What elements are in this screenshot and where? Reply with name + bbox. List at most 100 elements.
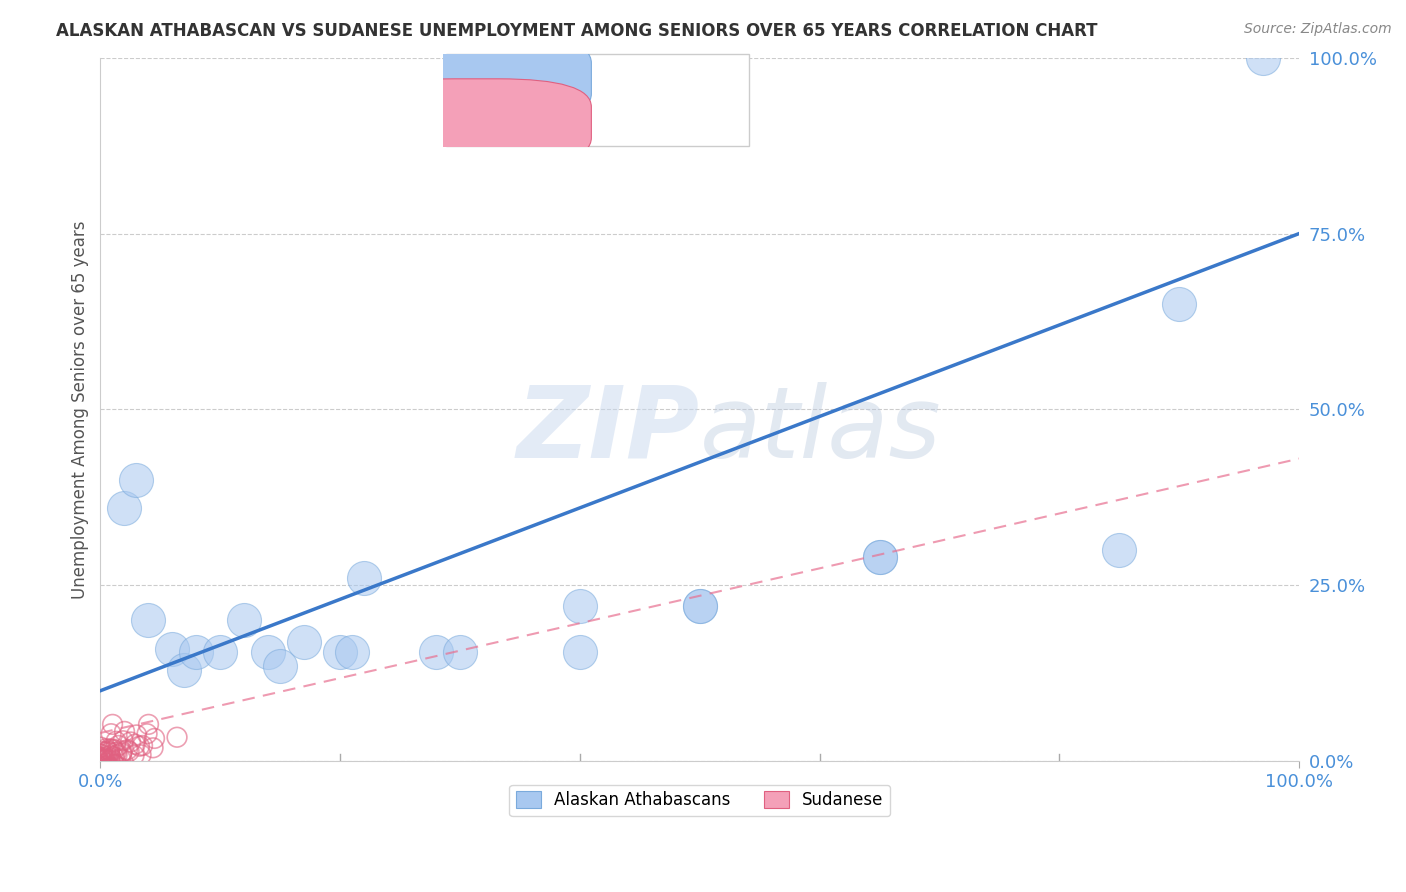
Point — [97, 762, 120, 776]
Text: R =  0.198   N = 52: R = 0.198 N = 52 — [510, 112, 688, 130]
Text: R =  0.784   N = 25: R = 0.784 N = 25 — [510, 70, 688, 87]
Point — [103, 749, 125, 764]
Point — [90, 747, 112, 762]
Point — [70, 746, 93, 760]
Point — [353, 571, 375, 585]
Point — [101, 717, 124, 731]
Point — [89, 747, 111, 761]
Point — [104, 757, 127, 772]
Point — [114, 724, 136, 739]
Point — [118, 744, 141, 758]
Point — [568, 645, 591, 659]
Point — [103, 743, 125, 757]
Point — [83, 749, 105, 764]
Point — [97, 761, 120, 775]
FancyBboxPatch shape — [363, 35, 592, 122]
Point — [107, 739, 129, 753]
Text: Source: ZipAtlas.com: Source: ZipAtlas.com — [1244, 22, 1392, 37]
Point — [186, 645, 208, 659]
Legend: Alaskan Athabascans, Sudanese: Alaskan Athabascans, Sudanese — [509, 785, 890, 816]
Point — [1251, 51, 1274, 65]
Point — [84, 748, 107, 763]
Point — [110, 752, 132, 766]
Point — [79, 754, 101, 768]
Point — [96, 756, 118, 771]
Point — [97, 749, 120, 764]
Point — [425, 645, 447, 659]
Point — [94, 745, 117, 759]
Y-axis label: Unemployment Among Seniors over 65 years: Unemployment Among Seniors over 65 years — [72, 220, 89, 599]
Point — [96, 762, 118, 776]
Point — [689, 599, 711, 614]
Point — [98, 754, 121, 768]
Point — [131, 739, 153, 753]
Point — [100, 727, 122, 741]
Point — [100, 751, 122, 765]
Point — [112, 733, 135, 747]
Point — [136, 727, 159, 741]
FancyBboxPatch shape — [446, 54, 749, 146]
Text: ZIP: ZIP — [517, 382, 700, 479]
Point — [125, 728, 148, 742]
Point — [449, 645, 471, 659]
Point — [96, 752, 118, 766]
Point — [112, 500, 135, 515]
Point — [162, 641, 184, 656]
Point — [233, 614, 256, 628]
Point — [105, 747, 128, 762]
FancyBboxPatch shape — [363, 78, 592, 166]
Point — [111, 745, 134, 759]
Text: ALASKAN ATHABASCAN VS SUDANESE UNEMPLOYMENT AMONG SENIORS OVER 65 YEARS CORRELAT: ALASKAN ATHABASCAN VS SUDANESE UNEMPLOYM… — [56, 22, 1098, 40]
Point — [122, 748, 145, 763]
Point — [257, 645, 280, 659]
Point — [84, 750, 107, 764]
Point — [98, 748, 121, 763]
Point — [128, 739, 150, 754]
Point — [94, 741, 117, 756]
Point — [1168, 297, 1191, 311]
Point — [105, 734, 128, 748]
Point — [136, 614, 159, 628]
Point — [124, 737, 146, 751]
Point — [90, 750, 112, 764]
Point — [142, 740, 165, 755]
Point — [869, 550, 891, 565]
Point — [98, 742, 121, 756]
Point — [209, 645, 232, 659]
Point — [173, 663, 195, 677]
Point — [689, 599, 711, 614]
Point — [90, 740, 112, 755]
Point — [110, 746, 132, 760]
Point — [120, 735, 142, 749]
Point — [125, 473, 148, 487]
Point — [82, 755, 104, 769]
Point — [101, 742, 124, 756]
Point — [98, 745, 121, 759]
Point — [86, 748, 108, 763]
Point — [96, 758, 118, 772]
Point — [117, 742, 139, 756]
Point — [129, 747, 152, 762]
Point — [166, 730, 188, 744]
Point — [1108, 543, 1130, 558]
Point — [869, 550, 891, 565]
Point — [93, 752, 115, 766]
Point — [105, 745, 128, 759]
Point — [87, 752, 110, 766]
Point — [568, 599, 591, 614]
Point — [138, 717, 160, 731]
Point — [292, 634, 315, 648]
Point — [329, 645, 352, 659]
Point — [143, 731, 166, 746]
Point — [94, 752, 117, 766]
Point — [90, 745, 112, 759]
Point — [90, 753, 112, 767]
Point — [98, 753, 121, 767]
Point — [84, 757, 107, 772]
Point — [98, 760, 121, 774]
Text: atlas: atlas — [700, 382, 942, 479]
Point — [97, 744, 120, 758]
Point — [90, 752, 112, 766]
Point — [103, 757, 125, 772]
Point — [90, 751, 112, 765]
